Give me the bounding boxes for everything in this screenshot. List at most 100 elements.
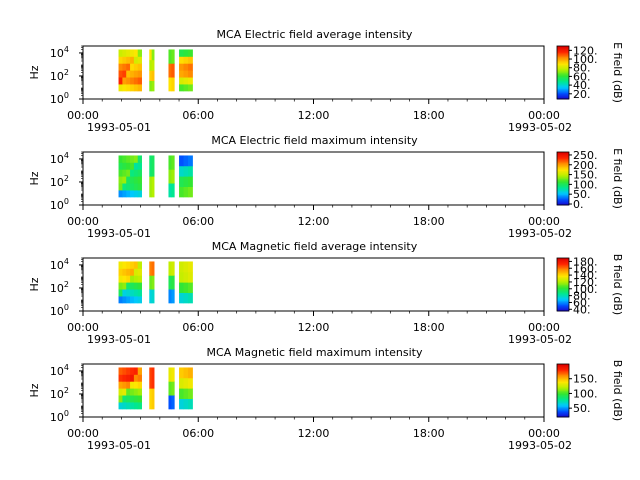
spectrogram-block bbox=[149, 49, 155, 92]
colorbar-segment bbox=[557, 377, 569, 380]
spectrogram-cell bbox=[151, 59, 155, 71]
spectrogram-cell bbox=[151, 49, 155, 61]
colorbar-tick-label: 100. bbox=[573, 53, 598, 66]
date-end-label: 1993-05-02 bbox=[508, 439, 572, 452]
spectrogram-cell bbox=[133, 176, 139, 184]
spectrogram-cell bbox=[118, 388, 123, 396]
spectrogram-block bbox=[168, 155, 175, 198]
spectrogram-cell bbox=[126, 63, 131, 71]
spectrogram-cell bbox=[122, 190, 127, 198]
spectrogram-cell bbox=[126, 395, 131, 403]
colorbar-segment bbox=[557, 155, 569, 158]
spectrogram-cell bbox=[122, 70, 127, 78]
spectrogram-cell bbox=[188, 49, 193, 57]
colorbar-segment bbox=[557, 366, 569, 369]
y-tick-label: 102 bbox=[50, 68, 69, 83]
colorbar-segment bbox=[557, 261, 569, 264]
spectrogram-cell bbox=[183, 70, 189, 78]
spectrogram-cell bbox=[188, 282, 193, 293]
spectrogram-cell bbox=[183, 261, 189, 273]
spectrogram-block bbox=[179, 261, 193, 304]
spectrogram-cell bbox=[137, 296, 142, 304]
colorbar-segment bbox=[557, 185, 569, 187]
colorbar-frame bbox=[556, 151, 570, 206]
colorbar-segment bbox=[557, 91, 569, 93]
date-end-label: 1993-05-02 bbox=[508, 227, 572, 240]
panel-2: MCA Electric field maximum intensity 100 1… bbox=[28, 134, 624, 240]
spectrogram-block bbox=[168, 261, 175, 304]
spectrogram-cell bbox=[183, 367, 189, 379]
spectrogram-cell bbox=[168, 275, 172, 290]
colorbar-segment bbox=[557, 60, 569, 63]
spectrogram-cell bbox=[126, 183, 131, 191]
spectrogram-cell bbox=[183, 49, 189, 57]
x-tick-label: 12:00 bbox=[298, 215, 330, 228]
colorbar-segment bbox=[557, 386, 569, 389]
spectrogram-cell bbox=[118, 63, 123, 71]
spectrogram-cell bbox=[179, 292, 184, 304]
spectrogram-cell bbox=[133, 388, 139, 396]
spectrogram-cell bbox=[183, 292, 189, 304]
spectrogram-cell bbox=[122, 261, 127, 269]
colorbar-frame bbox=[556, 45, 570, 100]
colorbar-segment bbox=[557, 87, 569, 89]
date-start-label: 1993-05-01 bbox=[87, 227, 151, 240]
spectrogram-cell bbox=[133, 402, 139, 410]
panel-title: MCA Magnetic field maximum intensity bbox=[207, 346, 423, 359]
colorbar-tick-label: 100. bbox=[573, 283, 598, 296]
colorbar-segment bbox=[557, 166, 569, 169]
spectrogram-cell bbox=[171, 169, 175, 184]
colorbar-segment bbox=[557, 305, 569, 308]
x-tick-label: 18:00 bbox=[413, 215, 445, 228]
x-tick-label: 18:00 bbox=[413, 427, 445, 440]
spectrogram-cell bbox=[168, 395, 172, 410]
colorbar-segment bbox=[557, 79, 569, 81]
spectrogram-cell bbox=[130, 155, 135, 163]
spectrogram-cell bbox=[183, 388, 189, 399]
colorbar-segment bbox=[557, 63, 569, 66]
colorbar-segment bbox=[557, 169, 569, 172]
spectrogram-cell bbox=[130, 381, 135, 389]
colorbar-segment bbox=[557, 52, 569, 55]
spectrogram-cell bbox=[179, 176, 184, 187]
panel-title: MCA Magnetic field average intensity bbox=[212, 240, 418, 253]
spectrogram-cell bbox=[137, 49, 142, 57]
spectrogram-cell bbox=[168, 155, 172, 170]
colorbar-segment bbox=[557, 194, 569, 197]
colorbar-segment bbox=[557, 287, 569, 289]
spectrogram-cell bbox=[151, 261, 155, 276]
spectrogram-cell bbox=[133, 70, 139, 78]
spectrogram-cell bbox=[133, 183, 139, 191]
colorbar-segment bbox=[557, 409, 569, 411]
spectrogram-cell bbox=[126, 84, 131, 92]
spectrogram-block bbox=[118, 155, 142, 198]
spectrogram-block bbox=[179, 155, 193, 198]
y-tick-label: 104 bbox=[50, 45, 69, 60]
y-axis-label: Hz bbox=[28, 65, 41, 79]
spectrogram-cell bbox=[122, 402, 127, 410]
spectrogram-cell bbox=[137, 289, 142, 297]
colorbar-segment bbox=[557, 272, 569, 275]
colorbar-segment bbox=[557, 397, 569, 399]
spectrogram-cell bbox=[137, 183, 142, 191]
colorbar-segment bbox=[557, 364, 569, 366]
colorbar: 50. 100.150. B field (dB) bbox=[556, 360, 624, 421]
spectrogram-cell bbox=[133, 381, 139, 389]
colorbar-segment bbox=[557, 389, 569, 391]
colorbar-segment bbox=[557, 304, 569, 307]
spectrogram-cell bbox=[171, 63, 175, 78]
x-tick-label: 06:00 bbox=[182, 427, 214, 440]
spectrogram-cell bbox=[130, 190, 135, 198]
spectrogram-cell bbox=[188, 56, 193, 64]
spectrogram-cell bbox=[122, 155, 127, 163]
colorbar-segment bbox=[557, 297, 569, 300]
spectrogram-cell bbox=[122, 56, 127, 64]
colorbar-segment bbox=[557, 177, 569, 179]
y-tick-label: 104 bbox=[50, 151, 69, 166]
spectrogram-cell bbox=[130, 395, 135, 403]
panel-3: MCA Magnetic field average intensity 100 1… bbox=[28, 240, 624, 346]
spectrogram-cell bbox=[122, 84, 127, 92]
colorbar-segment bbox=[557, 309, 569, 312]
spectrogram-cell bbox=[171, 77, 175, 92]
colorbar-segment bbox=[557, 89, 569, 92]
